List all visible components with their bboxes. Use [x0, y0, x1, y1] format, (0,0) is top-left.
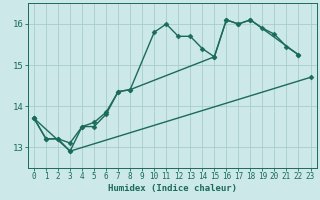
X-axis label: Humidex (Indice chaleur): Humidex (Indice chaleur)	[108, 184, 237, 193]
